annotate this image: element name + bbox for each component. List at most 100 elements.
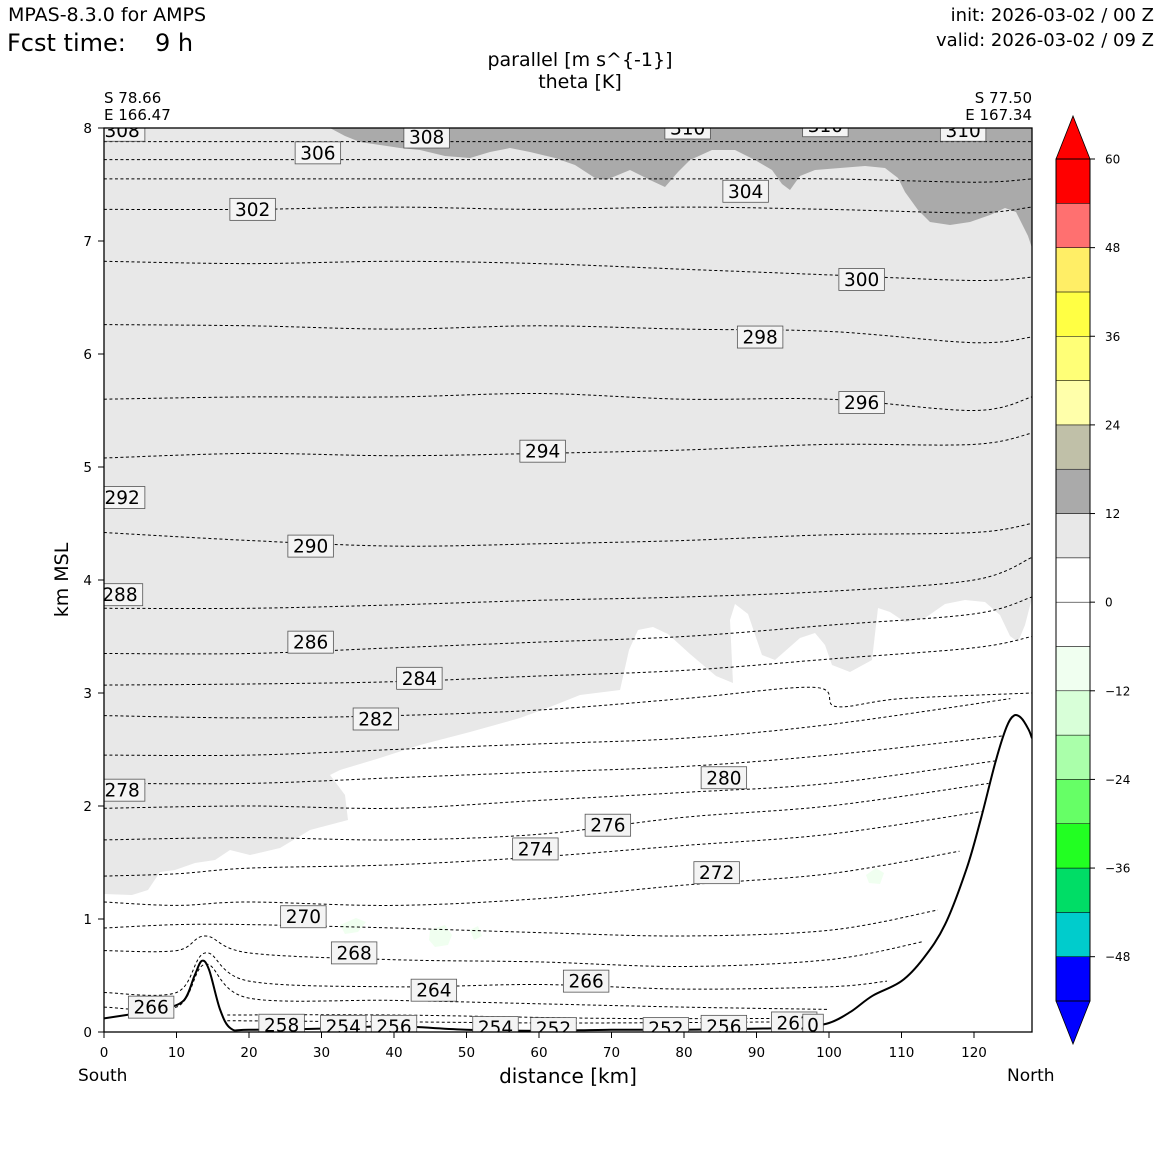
theta-label-box xyxy=(287,534,334,558)
theta-label-252: 252 xyxy=(530,1017,577,1040)
theta-label-box xyxy=(396,666,443,690)
theta-label-266: 266 xyxy=(562,969,610,993)
colorbar-box xyxy=(1055,912,1091,957)
colorbar-box xyxy=(1055,690,1091,736)
theta-contour-294 xyxy=(104,432,1032,459)
shade-dark-gray-region xyxy=(330,128,1032,248)
right-end-longitude: E 167.34 xyxy=(965,106,1032,124)
theta-contour-272 xyxy=(104,850,960,906)
theta-label-text: 252 xyxy=(648,1019,683,1040)
theta-label-text: 306 xyxy=(300,143,335,164)
theta-label-text: 256 xyxy=(706,1017,741,1038)
colorbar-tick-label: −48 xyxy=(1105,950,1130,964)
theta-label-box xyxy=(700,1014,748,1032)
shade-light-gray-region xyxy=(104,128,1032,895)
theta-label-box xyxy=(642,1017,690,1032)
theta-label-box xyxy=(370,1014,418,1032)
theta-label-252: 252 xyxy=(642,1017,690,1040)
theta-label-268: 268 xyxy=(330,941,378,964)
y-tick-label: 7 xyxy=(83,234,92,250)
theta-label-box xyxy=(104,486,146,509)
x-tick-label: 70 xyxy=(603,1045,620,1061)
theta-label-282: 282 xyxy=(352,707,400,730)
y-tick-label: 0 xyxy=(83,1025,92,1041)
x-tick-label: 40 xyxy=(385,1045,402,1061)
theta-label-text: 276 xyxy=(590,816,625,837)
theta-contour-302 xyxy=(104,206,1032,214)
colorbar-box xyxy=(1055,601,1091,647)
theta-label-text: 254 xyxy=(478,1018,513,1039)
theta-label-308: 308 xyxy=(403,128,450,149)
theta-label-294: 294 xyxy=(519,439,566,463)
theta-label-text: 264 xyxy=(416,981,451,1002)
theta-contour-296 xyxy=(104,392,1032,412)
colorbar-box xyxy=(1055,867,1091,913)
theta-label-box xyxy=(512,837,559,861)
x-tick-label: 100 xyxy=(816,1045,842,1061)
theta-label-256: 256 xyxy=(700,1014,748,1038)
theta-label-274: 274 xyxy=(512,837,559,861)
theta-label-box xyxy=(104,128,146,142)
colorbar-box xyxy=(1055,779,1091,824)
theta-label-box xyxy=(530,1017,577,1032)
theta-label-text: 252 xyxy=(536,1019,571,1040)
x-tick-label: 110 xyxy=(889,1045,915,1061)
theta-label-text: 278 xyxy=(104,781,139,802)
x-tick-label: 20 xyxy=(240,1045,257,1061)
theta-label-text: 266 xyxy=(133,998,168,1019)
colorbar-tick-label: 24 xyxy=(1105,418,1120,432)
theta-contour-258 xyxy=(227,1020,793,1024)
colorbar-extend-min xyxy=(1055,1000,1091,1046)
left-end-latitude: S 78.66 xyxy=(104,89,162,107)
colorbar-tick-label: −24 xyxy=(1105,773,1130,787)
terrain-profile-line xyxy=(104,714,1032,1032)
theta-contour-300 xyxy=(104,260,1032,282)
theta-label-box xyxy=(472,1016,519,1032)
theta-label-278: 278 xyxy=(104,778,146,802)
theta-label-304: 304 xyxy=(722,179,769,203)
forecast-time-value: 9 h xyxy=(155,29,194,57)
x-tick-label: 60 xyxy=(530,1045,547,1061)
x-tick-label: 10 xyxy=(168,1045,185,1061)
theta-label-text: 310 xyxy=(945,121,980,142)
colorbar-tick-label: 36 xyxy=(1105,330,1120,344)
south-label: South xyxy=(78,1066,128,1086)
theta-label-286: 286 xyxy=(287,630,334,654)
colorbar-box xyxy=(1055,734,1091,780)
y-tick-label: 1 xyxy=(83,912,92,928)
x-tick-label: 0 xyxy=(100,1045,109,1061)
theta-contour-282 xyxy=(104,698,1011,757)
x-tick-label: 50 xyxy=(458,1045,475,1061)
theta-label-text: 280 xyxy=(706,768,741,789)
theta-label-box xyxy=(104,583,144,607)
theta-label-270: 270 xyxy=(280,905,327,928)
shade-light-green-blob xyxy=(429,925,452,947)
theta-label-text: 274 xyxy=(518,839,553,860)
theta-contour-290 xyxy=(104,556,1032,610)
theta-label-box xyxy=(104,778,146,802)
theta-contour-288 xyxy=(104,596,1032,655)
theta-label-text: 268 xyxy=(336,943,371,964)
y-tick-label: 5 xyxy=(83,460,92,476)
theta-label-box xyxy=(736,325,784,349)
x-axis-label: distance [km] xyxy=(499,1064,637,1088)
theta-label-text: 288 xyxy=(102,585,137,606)
theta-label-264: 264 xyxy=(410,978,458,1002)
theta-label-text: 310 xyxy=(808,116,843,137)
colorbar-tick-label: −36 xyxy=(1105,862,1130,876)
valid-time: valid: 2026-03-02 / 09 Z xyxy=(936,30,1154,51)
colorbar-tick-label: 60 xyxy=(1105,153,1120,167)
colorbar-box xyxy=(1055,291,1091,337)
theta-label-box xyxy=(838,268,885,291)
theta-label-288: 288 xyxy=(102,583,144,607)
theta-contour-270 xyxy=(104,909,938,937)
colorbar-box xyxy=(1055,247,1091,293)
theta-label-text: 292 xyxy=(104,488,139,509)
chart-title-line2: theta [K] xyxy=(538,71,622,93)
theta-contour-268 xyxy=(104,935,924,968)
theta-contour-278 xyxy=(104,760,996,809)
y-tick-label: 2 xyxy=(83,799,92,815)
theta-label-306: 306 xyxy=(294,141,342,164)
theta-contour-304 xyxy=(104,178,1032,183)
